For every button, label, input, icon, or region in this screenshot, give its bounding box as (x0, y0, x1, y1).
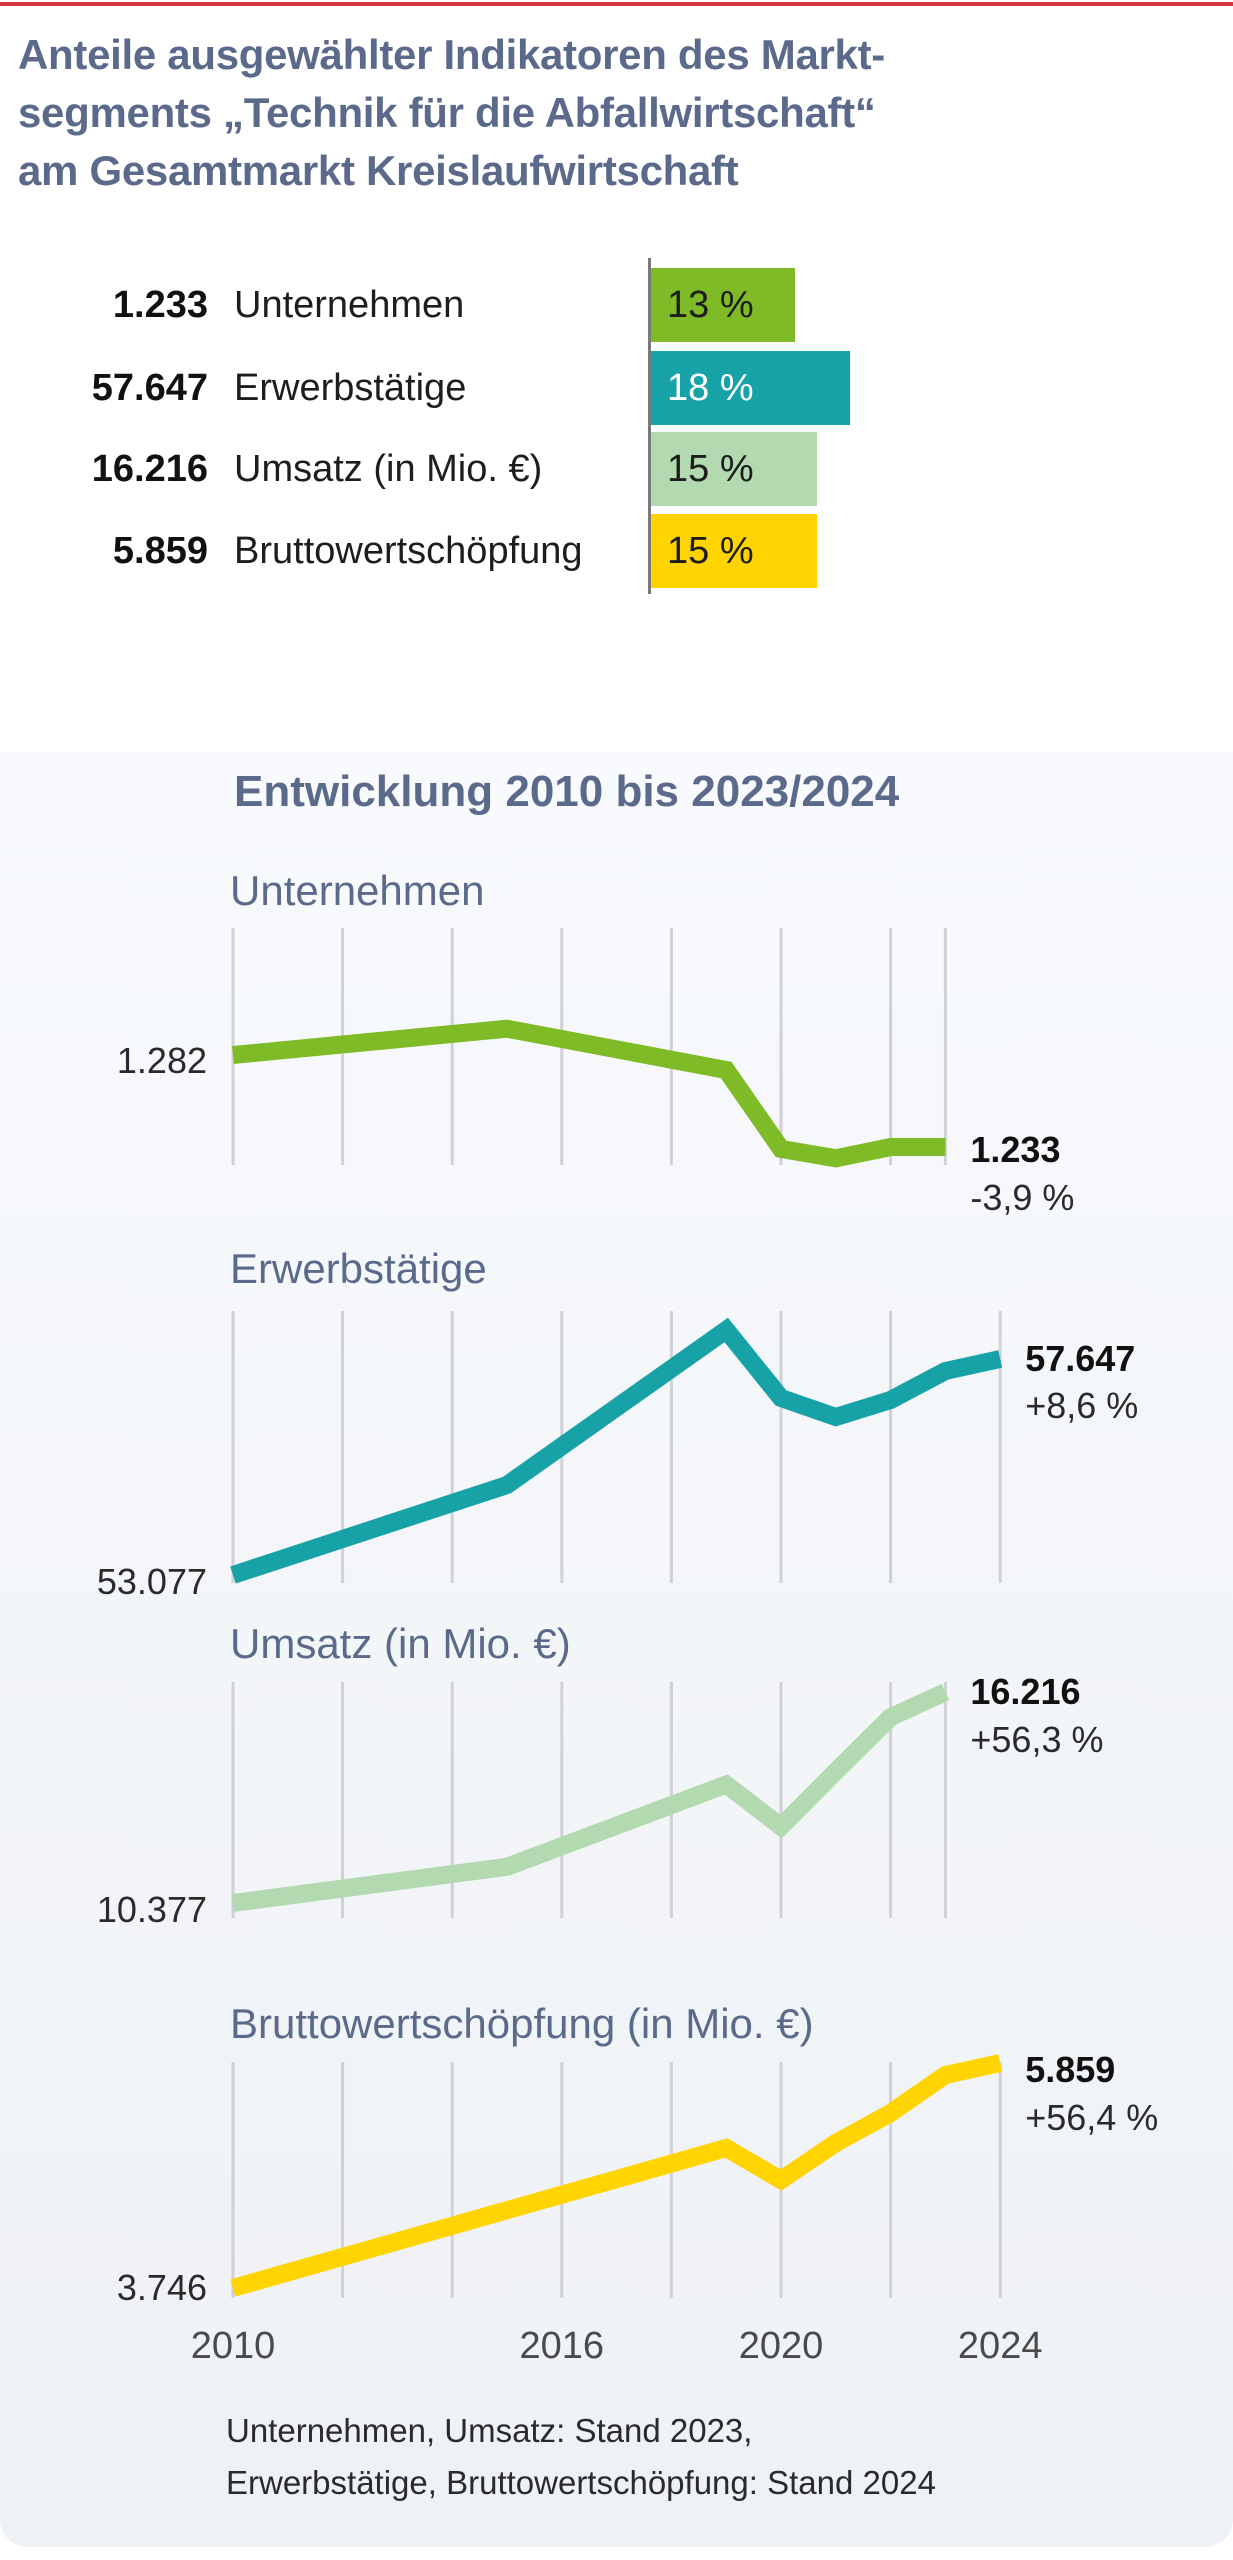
start-value-label: 1.282 (117, 1040, 207, 1081)
share-label: Umsatz (in Mio. €) (234, 448, 543, 490)
title-line-3: am Gesamtmarkt Kreislaufwirtschaft (18, 147, 739, 194)
share-absolute-value: 5.859 (112, 530, 208, 572)
share-label: Unternehmen (234, 284, 465, 326)
series-line (230, 2054, 1003, 2297)
change-label: -3,9 % (970, 1177, 1074, 1218)
title-line-2: segments „Technik für die Abfallwirtscha… (18, 89, 876, 136)
share-bar: 18 % (651, 351, 850, 425)
title-line-1: Anteile ausgewählter Indikatoren des Mar… (18, 31, 885, 78)
share-axis-line (648, 258, 651, 594)
footnote-line-1: Unternehmen, Umsatz: Stand 2023, (226, 2412, 753, 2449)
chart-title: Bruttowertschöpfung (in Mio. €) (230, 2000, 814, 2047)
share-row-bruttowertschoepfung: 5.859 Bruttowertschöpfung 15 % (0, 514, 1233, 588)
share-row-erwerbstaetige: 57.647 Erwerbstätige 18 % (0, 351, 1233, 425)
series-line (232, 1019, 946, 1168)
change-label: +56,4 % (1025, 2097, 1158, 2138)
top-accent-rule (0, 2, 1233, 6)
end-value-label: 5.859 (1025, 2049, 1115, 2090)
end-value-label: 57.647 (1025, 1338, 1135, 1379)
chart-title: Erwerbstätige (230, 1245, 487, 1292)
share-row-unternehmen: 1.233 Unternehmen 13 % (0, 268, 1233, 342)
share-bar: 13 % (651, 268, 795, 342)
start-value-label: 53.077 (97, 1561, 207, 1602)
end-value-label: 1.233 (970, 1129, 1060, 1170)
x-tick-label: 2016 (520, 2325, 605, 2367)
change-label: +56,3 % (970, 1719, 1103, 1760)
share-label: Bruttowertschöpfung (234, 530, 583, 572)
share-absolute-value: 16.216 (91, 448, 208, 490)
share-absolute-value: 57.647 (91, 367, 208, 409)
footnote-line-2: Erwerbstätige, Bruttowertschöpfung: Stan… (226, 2464, 936, 2501)
change-label: +8,6 % (1025, 1385, 1138, 1426)
x-tick-label: 2024 (958, 2325, 1043, 2367)
chart-title: Unternehmen (230, 867, 484, 914)
page-title: Anteile ausgewählter Indikatoren des Mar… (18, 26, 1218, 200)
end-value-label: 16.216 (970, 1671, 1080, 1712)
footnote: Unternehmen, Umsatz: Stand 2023, Erwerbs… (226, 2405, 936, 2509)
series-line (230, 1317, 1003, 1584)
share-absolute-value: 1.233 (112, 284, 208, 326)
share-label: Erwerbstätige (234, 367, 467, 409)
x-tick-label: 2020 (739, 2325, 824, 2367)
development-subtitle-text: Entwicklung 2010 bis 2023/2024 (234, 767, 900, 816)
start-value-label: 3.746 (117, 2267, 207, 2308)
x-tick-label: 2010 (191, 2325, 276, 2367)
chart-title: Umsatz (in Mio. €) (230, 1620, 571, 1667)
share-bar: 15 % (651, 514, 817, 588)
share-bar-chart: 1.233 Unternehmen 13 % 57.647 Erwerbstät… (0, 258, 1233, 598)
start-value-label: 10.377 (97, 1889, 207, 1930)
share-row-umsatz: 16.216 Umsatz (in Mio. €) 15 % (0, 432, 1233, 506)
share-bar: 15 % (651, 432, 817, 506)
series-line (231, 1683, 950, 1912)
